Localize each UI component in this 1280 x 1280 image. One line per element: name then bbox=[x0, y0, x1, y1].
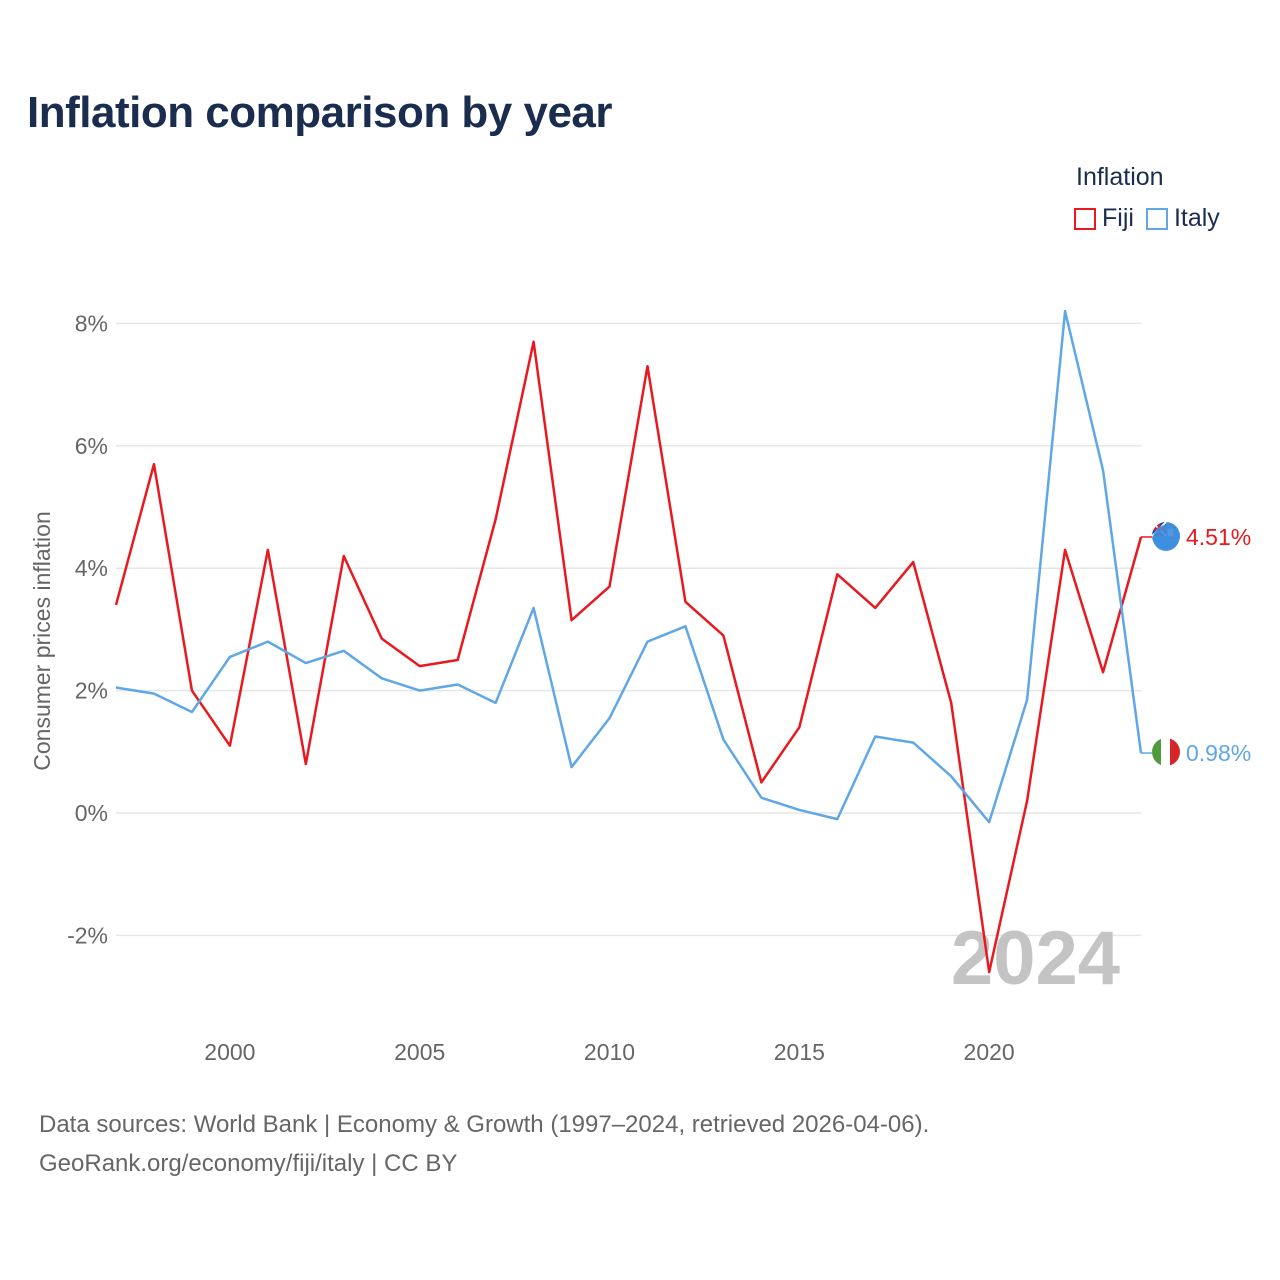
y-tick-label: 2% bbox=[75, 678, 108, 704]
data-sources-text: Data sources: World Bank | Economy & Gro… bbox=[39, 1111, 930, 1138]
italy-flag-icon bbox=[1152, 738, 1180, 766]
series-line-fiji bbox=[114, 340, 1143, 974]
chart-title: Inflation comparison by year bbox=[27, 88, 613, 137]
footer: Data sources: World Bank | Economy & Gro… bbox=[39, 1105, 929, 1183]
legend-item-italy[interactable]: Italy bbox=[1145, 204, 1220, 233]
legend-label-fiji: Fiji bbox=[1102, 204, 1134, 232]
source-link[interactable]: GeoRank.org/economy/fiji/italy | CC BY bbox=[39, 1150, 458, 1177]
y-tick-label: 0% bbox=[75, 800, 108, 826]
legend-swatch-italy bbox=[1145, 207, 1168, 230]
series-line-italy bbox=[115, 309, 1143, 824]
y-tick-label: 8% bbox=[75, 310, 108, 336]
y-axis-label: Consumer prices inflation bbox=[29, 511, 55, 771]
year-watermark: 2024 bbox=[951, 916, 1120, 1001]
legend-title: Inflation bbox=[1076, 163, 1164, 191]
x-tick-label: 2005 bbox=[394, 1039, 445, 1065]
y-tick-label: -2% bbox=[67, 922, 108, 948]
x-tick-label: 2000 bbox=[204, 1039, 255, 1065]
end-value-label-fiji: 4.51% bbox=[1186, 524, 1251, 550]
y-tick-label: 6% bbox=[75, 433, 108, 459]
x-tick-label: 2015 bbox=[774, 1039, 825, 1065]
legend: Fiji Italy bbox=[1074, 204, 1232, 233]
y-tick-label: 4% bbox=[75, 555, 108, 581]
legend-swatch-fiji bbox=[1074, 207, 1096, 230]
end-value-label-italy: 0.98% bbox=[1186, 740, 1251, 766]
x-tick-label: 2020 bbox=[964, 1039, 1015, 1065]
legend-item-fiji[interactable]: Fiji bbox=[1074, 204, 1134, 233]
italy-overlap-marker bbox=[1153, 525, 1179, 551]
legend-label-italy: Italy bbox=[1173, 204, 1220, 232]
x-tick-label: 2010 bbox=[584, 1039, 635, 1065]
